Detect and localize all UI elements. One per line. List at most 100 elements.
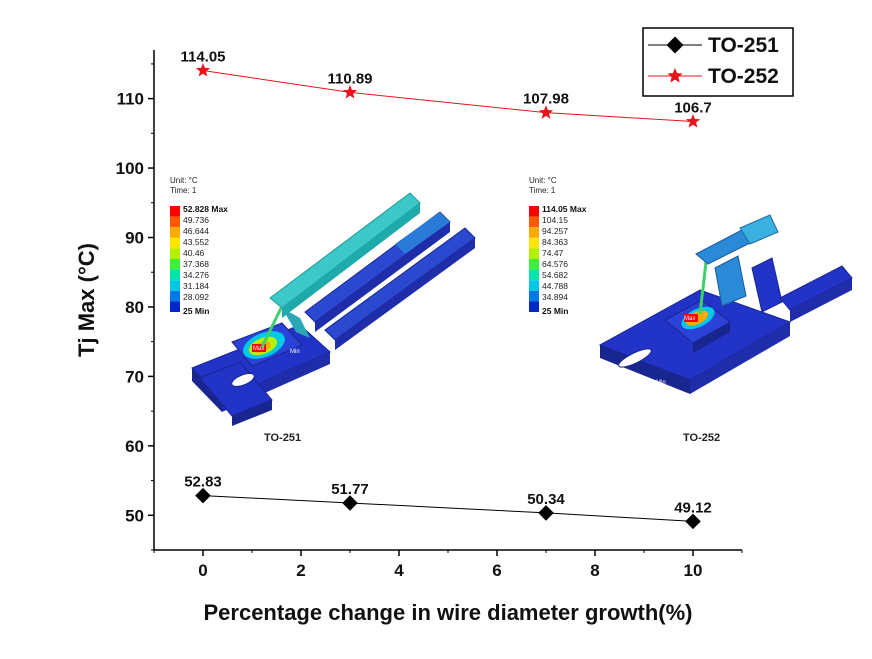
to252-die-pad-front (693, 322, 730, 353)
cb1-swatch-5 (170, 259, 180, 270)
cb1-level-2: 43.552 (183, 237, 209, 247)
data-label-1-3: 106.7 (674, 100, 712, 117)
cb1-swatch-1 (170, 216, 180, 228)
x-ticks: 0 2 4 6 8 10 (153, 550, 743, 580)
cb2-min: 25 Min (542, 306, 568, 316)
data-label-0-2: 50.34 (527, 491, 565, 508)
data-label-0-1: 51.77 (331, 481, 369, 498)
to251-min-tag: Min (290, 349, 300, 355)
point-0-0 (195, 487, 211, 504)
cb2-level-2: 84.363 (542, 237, 568, 247)
to252-lead-right-3 (790, 278, 852, 322)
cb2-swatch-1 (529, 216, 539, 228)
x-tick-label-1: 2 (296, 561, 305, 580)
legend-box (642, 27, 794, 97)
y-tick-label-2: 70 (125, 367, 144, 386)
cb1-level-4: 37.368 (183, 259, 209, 269)
cb2-swatch-9 (529, 301, 539, 312)
x-tick-label-4: 8 (590, 561, 599, 580)
cb1-swatch-2 (170, 227, 180, 238)
x-tick-label-5: 10 (684, 561, 703, 580)
cb1-level-7: 28.092 (183, 292, 209, 302)
cb1-swatch-3 (170, 237, 180, 249)
to252-min-tag: Min (656, 380, 666, 386)
series-layer: 52.83 51.77 50.34 49.12 114.05 110.89 107.98 10… (180, 48, 712, 530)
cb2-level-1: 94.257 (542, 226, 568, 236)
x-tick-label-2: 4 (394, 561, 404, 580)
point-0-3 (685, 513, 701, 530)
cb2-level-7: 34.894 (542, 292, 568, 302)
point-1-1 (342, 84, 358, 99)
to252-lead-upper-3 (714, 255, 747, 307)
to251-leadframe-side (192, 368, 222, 412)
to251-lead-2-tip (395, 212, 450, 254)
legend-marker-to251 (666, 36, 684, 54)
cb2-level-3: 74.47 (542, 248, 564, 258)
x-tick-label-3: 6 (492, 561, 501, 580)
x-axis-title: Percentage change in wire diameter growt… (203, 600, 692, 625)
to252-max-tag: Max (684, 316, 695, 322)
point-0-2 (538, 505, 554, 521)
inset-to251-unit: Unit: °C (170, 176, 198, 185)
cb1-swatch-7 (170, 280, 180, 291)
cb1-level-1: 46.644 (183, 226, 209, 236)
cb2-max: 114.05 Max (542, 204, 587, 214)
cb2-swatch-5 (529, 259, 539, 270)
to251-heat-core (252, 344, 266, 352)
inset-to252-colorbar: 114.05 Max 104.15 94.257 84.363 74.47 64… (529, 204, 587, 316)
cb1-swatch-9 (170, 301, 180, 312)
cb2-swatch-4 (529, 248, 539, 259)
to251-lead-2-front (315, 222, 450, 332)
y-tick-label-3: 80 (125, 298, 144, 317)
x-tick-label-0: 0 (198, 561, 207, 580)
to251-lead-1-drop (282, 308, 310, 338)
cb2-level-5: 54.682 (542, 270, 568, 280)
to251-tab-front (232, 400, 272, 426)
legend-marker-to252 (667, 68, 683, 83)
cb1-max: 52.828 Max (183, 204, 228, 214)
point-1-3 (685, 114, 701, 128)
inset-to252: Unit: °C Time: 1 114.05 Max 104.15 94.25… (529, 176, 853, 444)
cb1-level-0: 49.736 (183, 215, 209, 225)
to252-package-label: TO-252 (683, 432, 720, 444)
cb1-swatch-0 (170, 206, 180, 217)
cb1-level-6: 31.184 (183, 281, 209, 291)
to252-heat-core (684, 314, 698, 322)
cb1-min: 25 Min (183, 306, 209, 316)
to252-lead-upper-2 (739, 214, 779, 245)
cb2-swatch-6 (529, 269, 539, 281)
legend: TO-251 TO-252 (642, 27, 794, 97)
legend-label-to252: TO-252 (708, 65, 779, 88)
cb1-swatch-6 (170, 269, 180, 281)
inset-to251-time: Time: 1 (170, 186, 197, 195)
to251-package-label: TO-251 (264, 432, 301, 444)
series-to-252: 114.05 110.89 107.98 106.7 (180, 48, 712, 128)
to252-package-model: Min Max TO-252 (598, 214, 853, 444)
cb1-level-3: 40.46 (183, 248, 205, 258)
legend-label-to251: TO-251 (708, 34, 779, 57)
cb2-swatch-8 (529, 290, 539, 302)
cb2-swatch-2 (529, 227, 539, 238)
data-label-1-1: 110.89 (327, 70, 372, 87)
point-1-2 (538, 105, 554, 119)
series-line-1 (202, 69, 694, 123)
cb2-swatch-7 (529, 280, 539, 291)
data-label-0-0: 52.83 (184, 474, 222, 491)
plot-area: 50 60 70 80 90 100 110 0 2 4 6 8 10 (116, 50, 743, 580)
to252-bond-wire (698, 261, 708, 315)
to251-tab-hole (231, 373, 255, 387)
to251-max-tag: Max (253, 346, 264, 352)
to251-lead-1-front (282, 203, 420, 318)
inset-to251: Unit: °C Time: 1 52.828 Max 49.736 46.64… (170, 176, 476, 444)
y-tick-label-5: 100 (116, 159, 144, 178)
cb2-swatch-3 (529, 237, 539, 249)
to252-base-side (600, 345, 690, 394)
y-tick-label-1: 60 (125, 437, 144, 456)
y-tick-label-6: 110 (117, 90, 144, 109)
to251-lead-3-front (335, 238, 475, 350)
cb1-level-5: 34.276 (183, 270, 209, 280)
cb2-swatch-0 (529, 206, 539, 217)
y-tick-label-4: 90 (125, 229, 144, 248)
y-axis-title: Tj Max (°C) (74, 243, 99, 357)
